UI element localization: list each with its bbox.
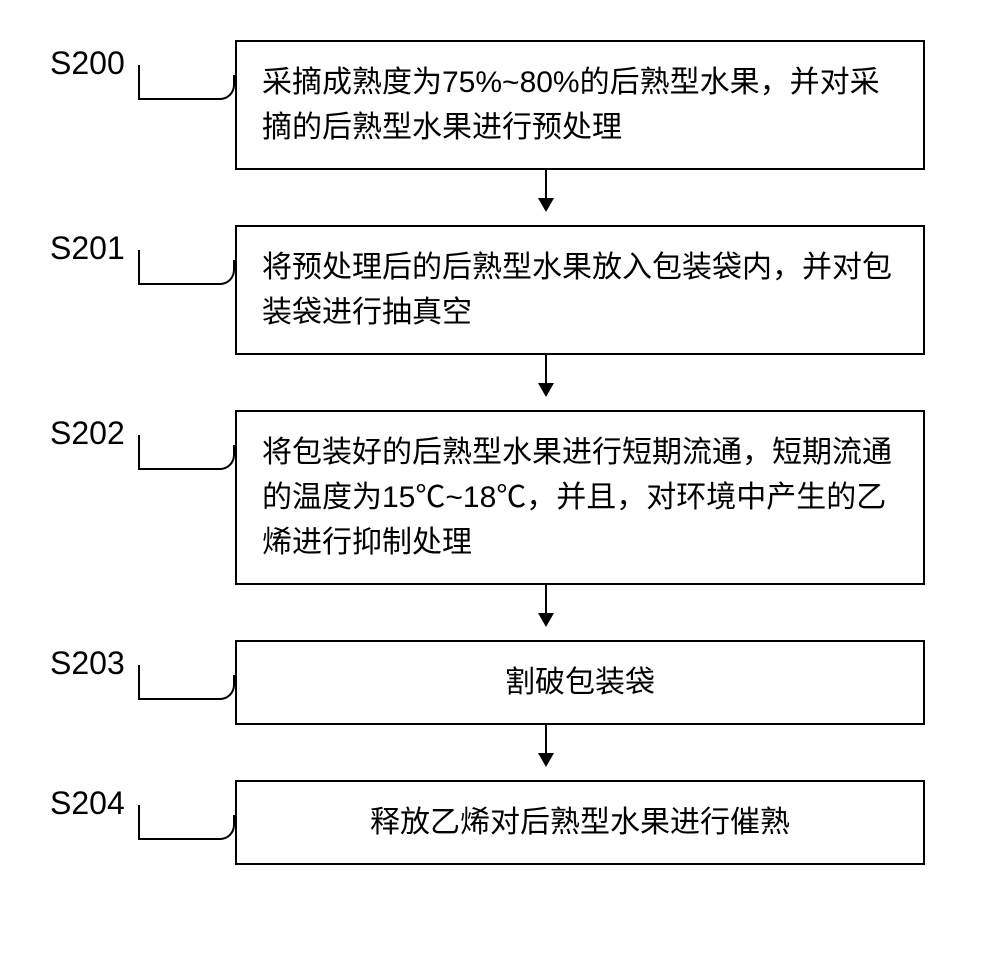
step-box-s203: 割破包装袋 (235, 640, 925, 725)
label-text: S204 (50, 785, 125, 821)
label-text: S202 (50, 415, 125, 451)
step-label-s201: S201 (50, 225, 170, 267)
label-text: S201 (50, 230, 125, 266)
arrow-s201-s202 (96, 355, 996, 410)
arrow-s202-s203 (96, 585, 996, 640)
step-row-s200: S200 采摘成熟度为75%~80%的后熟型水果，并对采摘的后熟型水果进行预处理 (50, 40, 950, 170)
step-row-s204: S204 释放乙烯对后熟型水果进行催熟 (50, 780, 950, 865)
step-row-s203: S203 割破包装袋 (50, 640, 950, 725)
arrow-line (545, 725, 547, 765)
connector-s201 (140, 260, 235, 285)
step-label-s204: S204 (50, 780, 170, 822)
flowchart-container: S200 采摘成熟度为75%~80%的后熟型水果，并对采摘的后熟型水果进行预处理… (50, 40, 950, 865)
arrow-s203-s204 (96, 725, 996, 780)
arrow-line (545, 585, 547, 625)
label-text: S200 (50, 45, 125, 81)
connector-s203 (140, 675, 235, 700)
connector-s200 (140, 75, 235, 100)
step-label-s200: S200 (50, 40, 170, 82)
step-box-s202: 将包装好的后熟型水果进行短期流通，短期流通的温度为15℃~18℃，并且，对环境中… (235, 410, 925, 585)
step-label-s203: S203 (50, 640, 170, 682)
step-row-s202: S202 将包装好的后熟型水果进行短期流通，短期流通的温度为15℃~18℃，并且… (50, 410, 950, 585)
step-label-s202: S202 (50, 410, 170, 452)
connector-s202 (140, 445, 235, 470)
step-row-s201: S201 将预处理后的后熟型水果放入包装袋内，并对包装袋进行抽真空 (50, 225, 950, 355)
step-box-s201: 将预处理后的后熟型水果放入包装袋内，并对包装袋进行抽真空 (235, 225, 925, 355)
arrow-line (545, 355, 547, 395)
step-box-s200: 采摘成熟度为75%~80%的后熟型水果，并对采摘的后熟型水果进行预处理 (235, 40, 925, 170)
arrow-line (545, 170, 547, 210)
arrow-s200-s201 (96, 170, 996, 225)
connector-s204 (140, 815, 235, 840)
label-text: S203 (50, 645, 125, 681)
step-box-s204: 释放乙烯对后熟型水果进行催熟 (235, 780, 925, 865)
